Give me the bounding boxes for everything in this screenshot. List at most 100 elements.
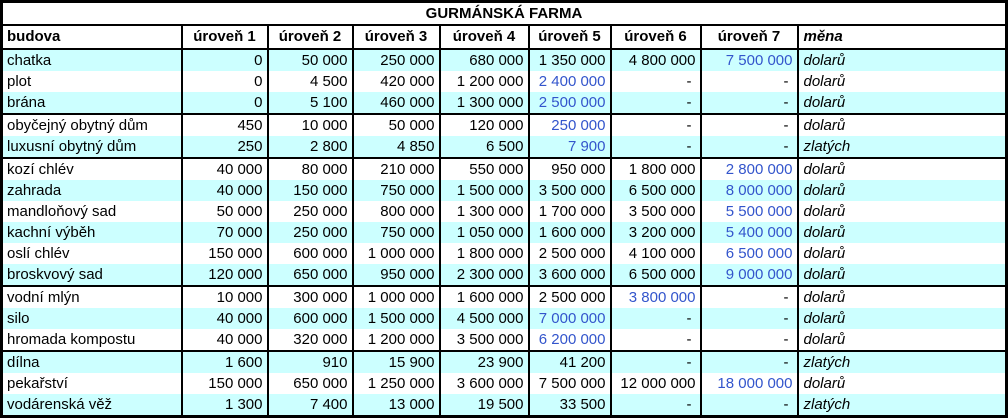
column-header-mena: měna <box>796 25 1008 50</box>
building-name-cell: vodárenská věž <box>0 394 183 417</box>
level-4-cost-cell: 1 500 000 <box>438 180 530 201</box>
column-header-level-5: úroveň 5 <box>527 25 612 50</box>
column-header-row: budova úroveň 1 úroveň 2 úroveň 3 úroveň 4 úr… <box>0 25 1008 50</box>
level-4-cost-cell: 120 000 <box>438 113 530 136</box>
level-6-cost-cell: 1 800 000 <box>609 157 702 180</box>
building-name-cell: hromada kompostu <box>0 329 183 351</box>
table-row: vodárenská věž 1 300 7 400 13 000 19 500 33 5… <box>0 394 1008 417</box>
level-3-cost-cell: 50 000 <box>351 113 441 136</box>
level-1-cost-cell: 120 000 <box>180 264 269 286</box>
level-5-cost-cell: 3 600 000 <box>527 264 612 286</box>
table-row: chatka 0 50 000 250 000 680 000 1 350 000 4 80… <box>0 49 1008 71</box>
building-name-cell: silo <box>0 308 183 329</box>
level-7-cost-cell: - <box>699 350 799 373</box>
currency-cell: dolarů <box>796 222 1008 243</box>
level-7-cost-cell: 8 000 000 <box>699 180 799 201</box>
table-row: kozí chlév 40 000 80 000 210 000 550 000 950 … <box>0 157 1008 180</box>
level-6-cost-cell: - <box>609 329 702 351</box>
level-7-cost-cell: - <box>699 394 799 417</box>
level-4-cost-cell: 1 800 000 <box>438 243 530 264</box>
level-5-cost-cell: 33 500 <box>527 394 612 417</box>
level-2-cost-cell: 80 000 <box>266 157 354 180</box>
building-name-cell: broskvový sad <box>0 264 183 286</box>
level-2-cost-cell: 320 000 <box>266 329 354 351</box>
level-7-cost-cell: - <box>699 285 799 308</box>
level-4-cost-cell: 680 000 <box>438 49 530 71</box>
column-header-budova: budova <box>0 25 183 50</box>
column-header-level-7: úroveň 7 <box>699 25 799 50</box>
level-2-cost-cell: 5 100 <box>266 92 354 114</box>
level-3-cost-cell: 1 500 000 <box>351 308 441 329</box>
currency-cell: dolarů <box>796 113 1008 136</box>
table-row: kachní výběh 70 000 250 000 750 000 1 050 00… <box>0 222 1008 243</box>
level-6-cost-cell: 6 500 000 <box>609 264 702 286</box>
level-7-cost-cell: 18 000 000 <box>699 373 799 394</box>
building-name-cell: obyčejný obytný dům <box>0 113 183 136</box>
currency-cell: zlatých <box>796 350 1008 373</box>
level-1-cost-cell: 250 <box>180 136 269 158</box>
level-7-cost-cell: - <box>699 113 799 136</box>
table-row: vodní mlýn 10 000 300 000 1 000 000 1 600 00… <box>0 285 1008 308</box>
building-name-cell: oslí chlév <box>0 243 183 264</box>
currency-cell: dolarů <box>796 243 1008 264</box>
level-6-cost-cell: - <box>609 308 702 329</box>
level-1-cost-cell: 70 000 <box>180 222 269 243</box>
level-2-cost-cell: 150 000 <box>266 180 354 201</box>
level-4-cost-cell: 2 300 000 <box>438 264 530 286</box>
level-3-cost-cell: 800 000 <box>351 201 441 222</box>
level-6-cost-cell: - <box>609 350 702 373</box>
level-1-cost-cell: 50 000 <box>180 201 269 222</box>
level-5-cost-cell: 41 200 <box>527 350 612 373</box>
level-1-cost-cell: 150 000 <box>180 243 269 264</box>
level-3-cost-cell: 750 000 <box>351 180 441 201</box>
level-4-cost-cell: 1 300 000 <box>438 201 530 222</box>
level-7-cost-cell: - <box>699 136 799 158</box>
level-3-cost-cell: 1 250 000 <box>351 373 441 394</box>
level-5-cost-cell: 2 500 000 <box>527 285 612 308</box>
table-title: GURMÁNSKÁ FARMA <box>1 1 1007 26</box>
building-name-cell: luxusní obytný dům <box>0 136 183 158</box>
level-5-cost-cell: 6 200 000 <box>527 329 612 351</box>
level-6-cost-cell: - <box>609 394 702 417</box>
level-2-cost-cell: 600 000 <box>266 243 354 264</box>
table-body: chatka 0 50 000 250 000 680 000 1 350 000 4 80… <box>0 49 1008 417</box>
level-1-cost-cell: 40 000 <box>180 157 269 180</box>
level-2-cost-cell: 250 000 <box>266 222 354 243</box>
level-7-cost-cell: 2 800 000 <box>699 157 799 180</box>
building-name-cell: zahrada <box>0 180 183 201</box>
level-5-cost-cell: 1 600 000 <box>527 222 612 243</box>
level-5-cost-cell: 3 500 000 <box>527 180 612 201</box>
level-6-cost-cell: 12 000 000 <box>609 373 702 394</box>
level-3-cost-cell: 950 000 <box>351 264 441 286</box>
building-name-cell: brána <box>0 92 183 114</box>
table-row: silo 40 000 600 000 1 500 000 4 500 000 7 000… <box>0 308 1008 329</box>
level-3-cost-cell: 4 850 <box>351 136 441 158</box>
building-name-cell: kachní výběh <box>0 222 183 243</box>
table-row: oslí chlév 150 000 600 000 1 000 000 1 800 0… <box>0 243 1008 264</box>
level-6-cost-cell: - <box>609 92 702 114</box>
level-6-cost-cell: - <box>609 71 702 92</box>
currency-cell: dolarů <box>796 180 1008 201</box>
level-2-cost-cell: 2 800 <box>266 136 354 158</box>
level-5-cost-cell: 1 350 000 <box>527 49 612 71</box>
table-row: pekařství 150 000 650 000 1 250 000 3 600 00… <box>0 373 1008 394</box>
level-1-cost-cell: 450 <box>180 113 269 136</box>
level-2-cost-cell: 10 000 <box>266 113 354 136</box>
level-1-cost-cell: 40 000 <box>180 180 269 201</box>
level-7-cost-cell: 7 500 000 <box>699 49 799 71</box>
level-3-cost-cell: 210 000 <box>351 157 441 180</box>
level-4-cost-cell: 1 300 000 <box>438 92 530 114</box>
currency-cell: zlatých <box>796 136 1008 158</box>
level-6-cost-cell: 3 800 000 <box>609 285 702 308</box>
level-6-cost-cell: 3 200 000 <box>609 222 702 243</box>
column-header-level-2: úroveň 2 <box>266 25 354 50</box>
level-3-cost-cell: 13 000 <box>351 394 441 417</box>
level-1-cost-cell: 1 600 <box>180 350 269 373</box>
column-header-level-3: úroveň 3 <box>351 25 441 50</box>
level-7-cost-cell: - <box>699 92 799 114</box>
level-6-cost-cell: - <box>609 113 702 136</box>
level-4-cost-cell: 1 050 000 <box>438 222 530 243</box>
level-1-cost-cell: 40 000 <box>180 308 269 329</box>
level-6-cost-cell: - <box>609 136 702 158</box>
level-7-cost-cell: - <box>699 329 799 351</box>
